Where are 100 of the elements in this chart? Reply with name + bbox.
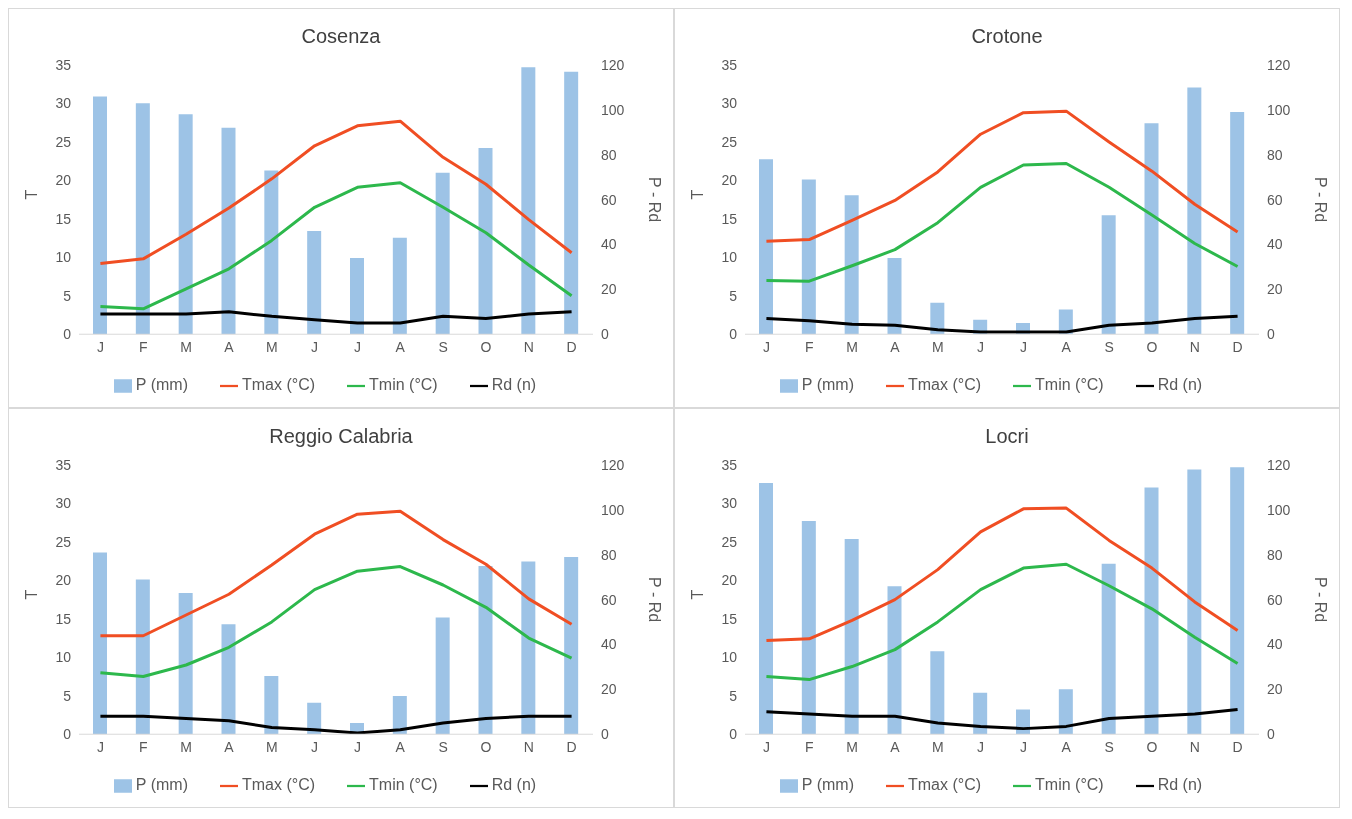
legend-label: Rd (n) [1157, 776, 1203, 794]
line-series [98, 565, 574, 679]
y-tick-label: 35 [721, 56, 738, 73]
y2-tick-label: 20 [1267, 681, 1283, 698]
bar [221, 624, 236, 735]
x-tick-label: S [438, 339, 448, 356]
y-tick-label: 10 [55, 649, 72, 666]
x-tick-label: M [931, 739, 944, 756]
x-tick-label: D [566, 339, 577, 356]
bar [435, 617, 450, 735]
x-tick-label: J [311, 339, 319, 356]
y-tick-label: 25 [55, 133, 72, 150]
x-tick-label: J [1019, 339, 1027, 356]
y-tick-label: 30 [55, 95, 72, 112]
x-tick-label: A [224, 339, 235, 356]
y2-axis-title: P - Rd [1312, 577, 1330, 623]
bar [801, 521, 816, 735]
y2-tick-label: 40 [601, 236, 617, 253]
bar [178, 114, 193, 335]
bar [521, 561, 536, 735]
y2-axis-title: P - Rd [646, 577, 664, 623]
bar [264, 675, 279, 735]
line-series [98, 181, 574, 311]
bar [435, 172, 450, 335]
bar [478, 565, 493, 735]
bar [759, 159, 773, 335]
y-tick-label: 10 [55, 249, 72, 266]
x-tick-label: F [804, 739, 814, 756]
x-tick-label: F [138, 339, 148, 356]
x-tick-label: J [311, 739, 319, 756]
bar [930, 651, 945, 735]
x-tick-label: M [265, 739, 278, 756]
x-tick-label: N [523, 739, 534, 756]
chart-title: Crotone [970, 24, 1044, 49]
line-series [764, 314, 1240, 334]
x-tick-label: J [96, 339, 104, 356]
y-tick-label: 30 [721, 495, 738, 512]
x-tick-label: J [1019, 739, 1027, 756]
y2-tick-label: 80 [1267, 146, 1283, 163]
y2-tick-label: 60 [1267, 191, 1283, 208]
y2-tick-label: 0 [1267, 326, 1275, 343]
y2-tick-label: 100 [601, 101, 625, 118]
x-tick-label: S [1104, 339, 1114, 356]
y-tick-label: 0 [729, 326, 738, 343]
bar [178, 592, 193, 735]
x-tick-label: O [480, 739, 492, 756]
y2-tick-label: 20 [601, 681, 617, 698]
bar [521, 67, 536, 335]
x-tick-label: J [762, 339, 770, 356]
x-tick-label: O [480, 339, 492, 356]
y2-tick-label: 120 [1267, 56, 1291, 73]
bar [392, 237, 407, 335]
y-tick-label: 25 [55, 533, 72, 550]
legend-label: P (mm) [801, 376, 854, 394]
x-tick-label: N [523, 339, 534, 356]
legend-label: Rd (n) [491, 376, 537, 394]
y2-tick-label: 100 [1267, 101, 1291, 118]
bar [564, 556, 579, 735]
line-series [764, 562, 1240, 682]
y-tick-label: 20 [55, 172, 72, 189]
y-tick-label: 35 [55, 56, 72, 73]
x-tick-label: A [395, 339, 406, 356]
y-tick-label: 10 [721, 249, 738, 266]
bar [887, 257, 902, 335]
y2-tick-label: 40 [1267, 236, 1283, 253]
y2-tick-label: 20 [601, 281, 617, 298]
bar [1144, 123, 1159, 335]
y-tick-label: 30 [721, 95, 738, 112]
bar [135, 103, 150, 335]
line-series [764, 708, 1240, 731]
x-tick-label: D [1232, 739, 1243, 756]
y-tick-label: 0 [63, 326, 72, 343]
y-tick-label: 15 [55, 210, 72, 227]
chart-title: Cosenza [300, 24, 382, 49]
x-tick-label: J [977, 339, 985, 356]
bar [307, 231, 322, 335]
x-tick-label: D [1232, 339, 1243, 356]
legend-label: Tmax (°C) [908, 376, 982, 394]
chart-title: Locri [984, 424, 1030, 449]
x-tick-label: S [1104, 739, 1114, 756]
y-tick-label: 15 [721, 210, 738, 227]
x-tick-label: A [224, 739, 235, 756]
bar [1101, 563, 1116, 735]
line-series [764, 161, 1240, 283]
bar [1187, 469, 1202, 735]
line-series [764, 109, 1240, 243]
y-tick-label: 30 [55, 495, 72, 512]
y-tick-label: 5 [729, 687, 738, 704]
legend-label: Tmin (°C) [1035, 776, 1104, 794]
x-tick-label: M [265, 339, 278, 356]
x-tick-label: F [804, 339, 814, 356]
y-tick-label: 25 [721, 133, 738, 150]
bar [93, 96, 107, 335]
bar [135, 579, 150, 735]
x-tick-label: A [395, 739, 406, 756]
legend-label: Tmin (°C) [369, 776, 438, 794]
bar [1058, 689, 1073, 735]
bar [1187, 87, 1202, 335]
x-tick-label: S [438, 739, 448, 756]
x-tick-label: M [180, 739, 192, 756]
